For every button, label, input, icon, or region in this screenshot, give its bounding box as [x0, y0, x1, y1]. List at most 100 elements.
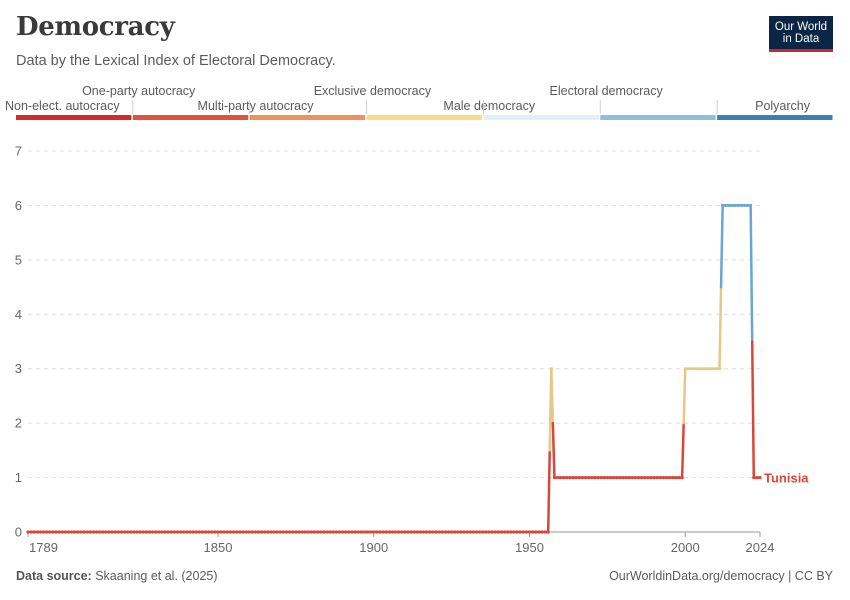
series-segment[interactable] [682, 367, 687, 425]
data-point[interactable] [225, 530, 229, 534]
data-point[interactable] [129, 530, 133, 534]
data-point[interactable] [188, 530, 192, 534]
data-point[interactable] [185, 530, 189, 534]
data-point[interactable] [671, 475, 675, 480]
legend-label[interactable]: Non-elect. autocracy [5, 99, 120, 113]
data-point[interactable] [235, 530, 239, 534]
data-point[interactable] [203, 530, 208, 534]
data-point[interactable] [428, 530, 432, 534]
data-point[interactable] [57, 530, 61, 534]
data-point[interactable] [736, 203, 740, 208]
data-point[interactable] [194, 530, 198, 534]
data-point[interactable] [157, 530, 161, 534]
data-point[interactable] [163, 530, 167, 534]
data-point[interactable] [702, 367, 706, 371]
data-point[interactable] [418, 530, 423, 534]
data-point[interactable] [531, 530, 535, 534]
data-point[interactable] [537, 530, 541, 534]
data-point[interactable] [372, 530, 376, 534]
data-point[interactable] [583, 475, 588, 480]
data-point[interactable] [288, 530, 292, 534]
data-point[interactable] [278, 530, 282, 534]
data-point[interactable] [559, 475, 563, 480]
data-point[interactable] [45, 530, 49, 534]
data-point[interactable] [397, 530, 401, 534]
data-point[interactable] [733, 203, 737, 208]
series-segment[interactable] [680, 421, 685, 479]
data-point[interactable] [63, 530, 67, 534]
data-point[interactable] [387, 530, 391, 534]
data-point[interactable] [481, 530, 485, 534]
data-point[interactable] [674, 475, 678, 480]
data-point[interactable] [32, 530, 36, 534]
data-point[interactable] [652, 475, 656, 480]
data-point[interactable] [655, 475, 659, 480]
data-point[interactable] [73, 530, 77, 534]
data-point[interactable] [303, 530, 307, 534]
data-point[interactable] [179, 530, 183, 534]
data-point[interactable] [197, 530, 201, 534]
data-point[interactable] [272, 530, 276, 534]
data-point[interactable] [502, 530, 507, 534]
data-point[interactable] [172, 530, 176, 534]
data-point[interactable] [393, 530, 398, 534]
data-point[interactable] [599, 475, 603, 480]
data-point[interactable] [705, 367, 709, 371]
data-point[interactable] [126, 530, 130, 534]
legend-label[interactable]: Exclusive democracy [314, 84, 432, 98]
series-segment[interactable] [546, 449, 551, 534]
data-point[interactable] [160, 530, 164, 534]
data-point[interactable] [113, 530, 117, 534]
legend-swatch[interactable] [600, 115, 716, 120]
data-point[interactable] [350, 530, 354, 534]
data-point[interactable] [222, 530, 226, 534]
data-point[interactable] [636, 475, 641, 480]
data-point[interactable] [692, 367, 697, 371]
data-point[interactable] [518, 530, 522, 534]
data-point[interactable] [425, 530, 429, 534]
data-point[interactable] [605, 475, 609, 480]
data-point[interactable] [260, 530, 264, 534]
data-point[interactable] [683, 367, 687, 371]
data-point[interactable] [643, 475, 647, 480]
data-point[interactable] [269, 530, 273, 534]
data-point[interactable] [506, 530, 510, 534]
legend-label[interactable]: Male democracy [443, 99, 535, 113]
data-point[interactable] [144, 530, 148, 534]
data-point[interactable] [742, 203, 747, 208]
data-point[interactable] [70, 530, 74, 534]
data-point[interactable] [322, 530, 326, 534]
data-point[interactable] [219, 530, 223, 534]
data-point[interactable] [266, 530, 270, 534]
data-point[interactable] [241, 530, 245, 534]
data-point[interactable] [580, 475, 585, 480]
data-point[interactable] [640, 475, 644, 480]
data-point[interactable] [509, 530, 513, 534]
data-point[interactable] [54, 530, 58, 534]
data-point[interactable] [169, 530, 173, 534]
data-point[interactable] [555, 475, 560, 480]
legend-label[interactable]: Polyarchy [755, 99, 811, 113]
data-point[interactable] [487, 530, 491, 534]
data-point[interactable] [562, 475, 566, 480]
data-point[interactable] [465, 530, 469, 534]
data-point[interactable] [615, 475, 619, 480]
data-point[interactable] [431, 530, 435, 534]
data-point[interactable] [730, 203, 734, 208]
data-point[interactable] [309, 530, 314, 534]
legend-label[interactable]: One-party autocracy [82, 84, 196, 98]
data-point[interactable] [668, 475, 672, 480]
data-point[interactable] [41, 530, 46, 534]
data-point[interactable] [462, 530, 466, 534]
data-point[interactable] [107, 530, 111, 534]
data-point[interactable] [300, 530, 304, 534]
data-point[interactable] [568, 475, 572, 480]
data-point[interactable] [434, 530, 438, 534]
legend-swatch[interactable] [16, 115, 132, 120]
legend-swatch[interactable] [717, 115, 833, 120]
data-point[interactable] [26, 530, 30, 534]
data-point[interactable] [749, 203, 753, 208]
legend-swatch[interactable] [366, 115, 482, 120]
data-point[interactable] [758, 475, 762, 480]
data-point[interactable] [474, 530, 479, 534]
